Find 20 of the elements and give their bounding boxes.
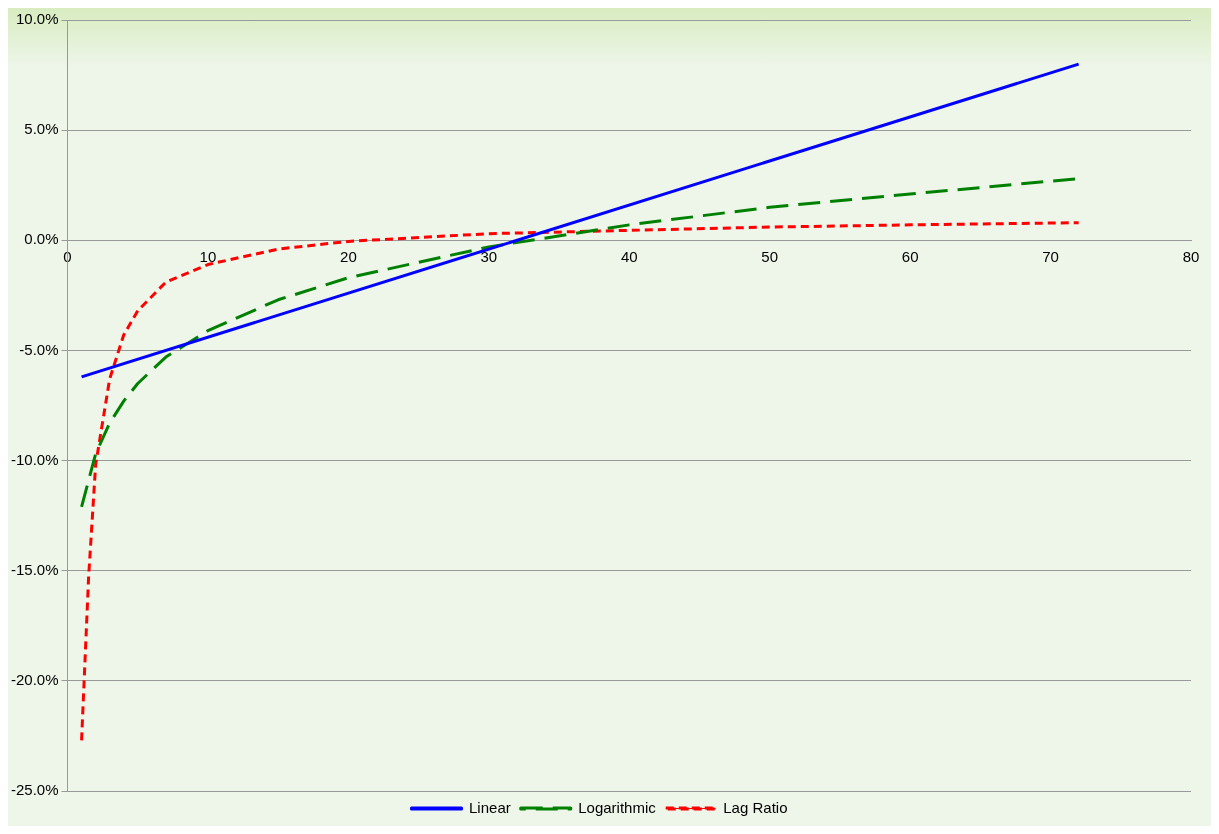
y-tick-label: 0.0% <box>24 230 59 248</box>
x-tick-label: 80 <box>1182 248 1200 266</box>
y-tick-label: -15.0% <box>11 560 59 578</box>
x-tick-label: 60 <box>901 248 919 266</box>
legend-label: Logarithmic <box>578 798 657 816</box>
x-tick-label: 40 <box>620 248 638 266</box>
x-tick-label: 30 <box>480 248 498 266</box>
x-tick-label: 70 <box>1042 248 1059 266</box>
x-tick-label: 20 <box>340 248 357 266</box>
y-tick-label: -25.0% <box>11 781 59 799</box>
y-tick-label: -20.0% <box>11 671 59 688</box>
y-tick-label: 10.0% <box>15 10 59 28</box>
x-tick-label: 50 <box>761 248 779 266</box>
legend-label: Linear <box>469 798 511 816</box>
y-tick-label: -5.0% <box>19 340 59 358</box>
y-tick-label: -10.0% <box>11 450 59 468</box>
x-tick-label: 10 <box>199 248 217 266</box>
legend-label: Lag Ratio <box>723 798 788 816</box>
y-tick-label: 5.0% <box>24 120 59 138</box>
line-series <box>80 221 1081 742</box>
